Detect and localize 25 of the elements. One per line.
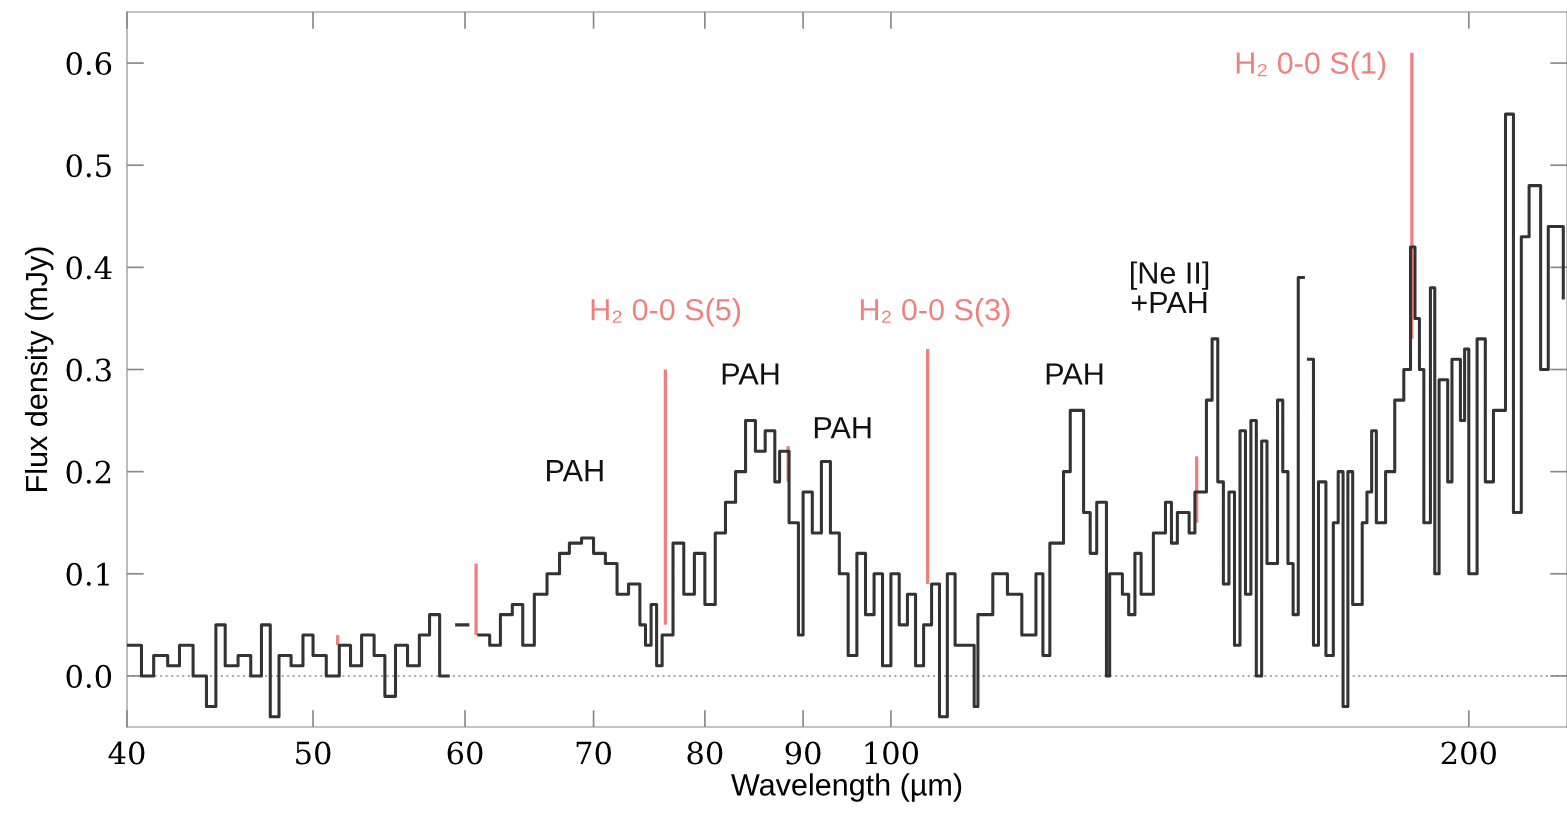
y-tick-label: 0.6 [66, 52, 112, 76]
annotation: H₂ 0-0 S(5) [591, 298, 741, 327]
y-axis-title: Flux density (mJy) [24, 247, 54, 491]
annotation: PAH [814, 417, 871, 439]
x-tick-label: 80 [687, 741, 723, 765]
annotation: PAH [722, 363, 779, 385]
y-tick-label: 0.4 [66, 256, 112, 280]
annotation: [Ne II] +PAH [1130, 261, 1209, 314]
x-tick-label: 60 [447, 741, 483, 765]
x-tick-label: 40 [108, 741, 145, 765]
y-tick-label: 0.5 [66, 154, 111, 178]
x-tick-label: 90 [785, 741, 821, 765]
y-tick-label: 0.3 [66, 358, 111, 382]
y-tick-label: 0.1 [66, 562, 109, 586]
y-tick-label: 0.0 [66, 664, 112, 688]
annotation: H₂ 0-0 S(1) [1236, 51, 1386, 80]
annotation: H₂ 0-0 S(3) [860, 298, 1010, 327]
x-tick-label: 200 [1441, 741, 1496, 765]
annotation: PAH [547, 460, 603, 482]
x-tick-label: 50 [296, 741, 331, 765]
x-tick-label: 100 [865, 741, 919, 765]
x-tick-label: 70 [576, 741, 611, 765]
x-axis-title: Wavelength (µm) [731, 773, 962, 802]
annotation: PAH [1046, 363, 1103, 385]
y-tick-label: 0.2 [66, 460, 111, 484]
